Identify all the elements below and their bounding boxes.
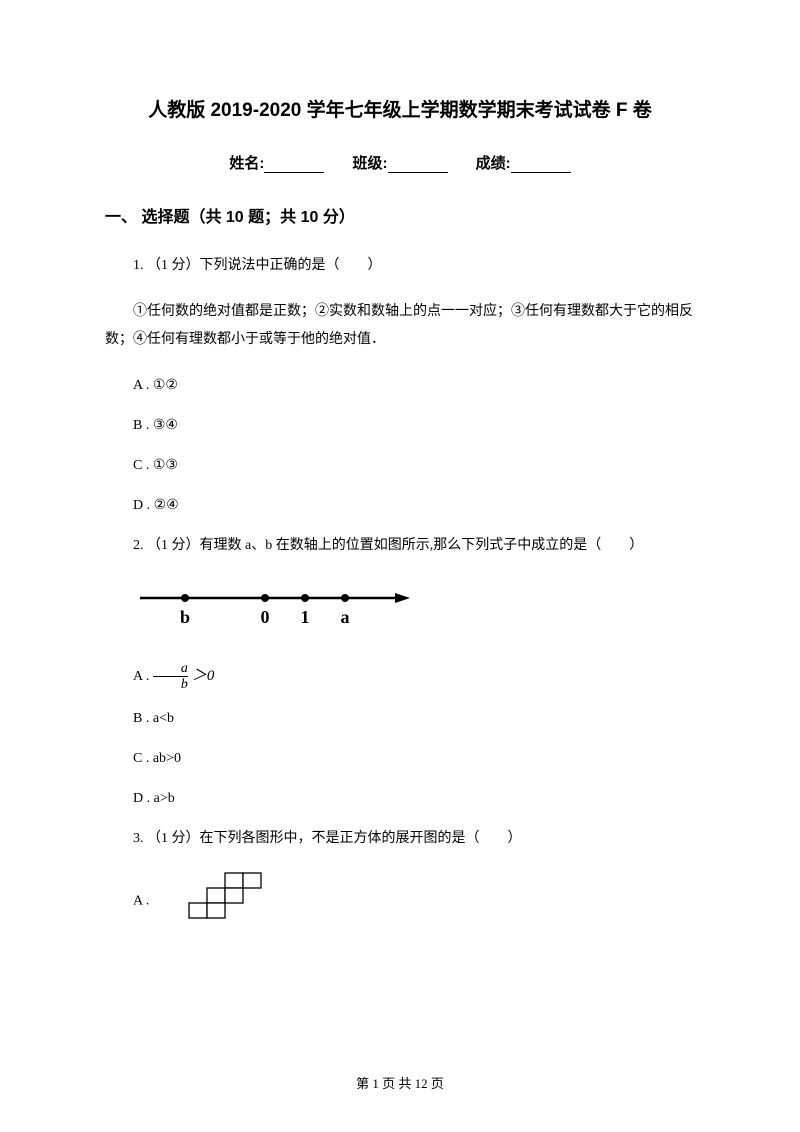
q3-optA-net-icon — [153, 871, 271, 932]
score-blank — [511, 172, 571, 173]
q2-optA-fraction: a b — [153, 661, 188, 693]
score-field: 成绩: — [476, 152, 571, 173]
q2-option-a: A . a b ＞0 — [105, 661, 695, 693]
q3-optA-prefix: A . — [133, 894, 153, 909]
q2-option-d: D . a>b — [105, 785, 695, 813]
class-label: 班级: — [353, 155, 388, 172]
student-info-row: 姓名: 班级: 成绩: — [105, 152, 695, 173]
page-footer: 第 1 页 共 12 页 — [0, 1073, 800, 1092]
q1-option-b: B . ③④ — [105, 412, 695, 440]
class-field: 班级: — [353, 152, 448, 173]
q2-option-b: B . a<b — [105, 705, 695, 733]
q1-option-a: A . ①② — [105, 372, 695, 400]
q2-optA-suffix: ＞0 — [192, 668, 215, 684]
svg-text:b: b — [180, 607, 190, 627]
section-heading: 一、 选择题（共 10 题；共 10 分） — [105, 203, 695, 227]
page-title: 人教版 2019-2020 学年七年级上学期数学期末考试试卷 F 卷 — [105, 95, 695, 122]
q2-number-line: b 0 1 a — [135, 578, 695, 643]
q1-option-d: D . ②④ — [105, 492, 695, 520]
name-field: 姓名: — [229, 152, 324, 173]
q2-optA-prefix: A . — [133, 669, 153, 684]
class-blank — [388, 172, 448, 173]
q1-stem: 1. （1 分）下列说法中正确的是（ ） — [105, 252, 695, 280]
svg-text:0: 0 — [261, 607, 270, 627]
q2-stem: 2. （1 分）有理数 a、b 在数轴上的位置如图所示,那么下列式子中成立的是（… — [105, 532, 695, 560]
q2-optA-den: b — [153, 677, 188, 692]
q1-body-text: ①任何数的绝对值都是正数；②实数和数轴上的点一一对应；③任何有理数都大于它的相反… — [105, 304, 693, 347]
name-blank — [264, 172, 324, 173]
svg-text:a: a — [341, 607, 350, 627]
q2-option-c: C . ab>0 — [105, 745, 695, 773]
q3-option-a: A . — [105, 871, 695, 932]
score-label: 成绩: — [476, 155, 511, 172]
q3-stem: 3. （1 分）在下列各图形中，不是正方体的展开图的是（ ） — [105, 825, 695, 853]
svg-text:1: 1 — [301, 607, 310, 627]
q1-body: ①任何数的绝对值都是正数；②实数和数轴上的点一一对应；③任何有理数都大于它的相反… — [105, 298, 695, 354]
q1-option-c: C . ①③ — [105, 452, 695, 480]
name-label: 姓名: — [229, 155, 264, 172]
q2-optA-num: a — [153, 661, 188, 676]
